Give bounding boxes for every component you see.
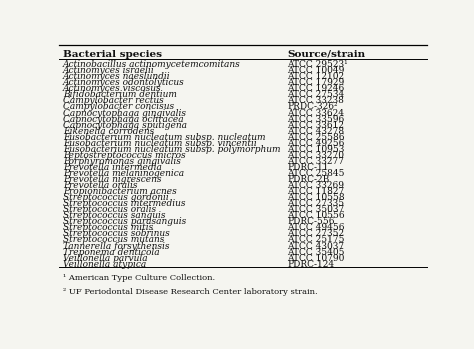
Text: ATCC 33612: ATCC 33612	[287, 121, 344, 129]
Text: Actinomyces israelii: Actinomyces israelii	[63, 66, 155, 75]
Text: Actinomyces naeslundii: Actinomyces naeslundii	[63, 72, 171, 81]
Text: Streptococcus sobrinus: Streptococcus sobrinus	[63, 229, 170, 238]
Text: Tannerella forsythensis: Tannerella forsythensis	[63, 242, 169, 251]
Text: PDRC-11: PDRC-11	[287, 163, 328, 172]
Text: Campylobacter concisus: Campylobacter concisus	[63, 103, 174, 111]
Text: Capnocytophaga gingivalis: Capnocytophaga gingivalis	[63, 109, 186, 118]
Text: ATCC 19246: ATCC 19246	[287, 84, 344, 93]
Text: Prevotella intermedia: Prevotella intermedia	[63, 163, 162, 172]
Text: Eikenella corrodens: Eikenella corrodens	[63, 127, 154, 136]
Text: Prevotella oralis: Prevotella oralis	[63, 181, 137, 190]
Text: ATCC 10556: ATCC 10556	[287, 211, 345, 220]
Text: ATCC 10049: ATCC 10049	[287, 66, 345, 75]
Text: PDRC-2B: PDRC-2B	[287, 175, 329, 184]
Text: Streptococcus intermedius: Streptococcus intermedius	[63, 199, 185, 208]
Text: ATCC 27335: ATCC 27335	[287, 199, 344, 208]
Text: Peptostreptococcus micros: Peptostreptococcus micros	[63, 151, 185, 160]
Text: ATCC 49456: ATCC 49456	[287, 223, 345, 232]
Text: ATCC 27352: ATCC 27352	[287, 229, 344, 238]
Text: ATCC 10953: ATCC 10953	[287, 145, 345, 154]
Text: ATCC 43037: ATCC 43037	[287, 242, 344, 251]
Text: ATCC 33270: ATCC 33270	[287, 151, 344, 160]
Text: Fusobacterium nucleatum subsp. polymorphum: Fusobacterium nucleatum subsp. polymorph…	[63, 145, 281, 154]
Text: Bifidobacterium dentium: Bifidobacterium dentium	[63, 90, 177, 99]
Text: ATCC 35405: ATCC 35405	[287, 247, 345, 257]
Text: PDRC-556: PDRC-556	[287, 217, 335, 227]
Text: Bacterial species: Bacterial species	[63, 50, 162, 59]
Text: Capnocytophaga ochracea: Capnocytophaga ochracea	[63, 114, 183, 124]
Text: Fusobacterium nucleatum subsp. vincentii: Fusobacterium nucleatum subsp. vincentii	[63, 139, 257, 148]
Text: Fusobacterium nucleatum subsp. nucleatum: Fusobacterium nucleatum subsp. nucleatum	[63, 133, 265, 142]
Text: PDRC-124: PDRC-124	[287, 260, 334, 269]
Text: ATCC 17929: ATCC 17929	[287, 78, 344, 87]
Text: PRDC-326²: PRDC-326²	[287, 103, 337, 111]
Text: Streptococcus gordonii: Streptococcus gordonii	[63, 193, 169, 202]
Text: Actinobacillus actinomycetemcomitans: Actinobacillus actinomycetemcomitans	[63, 60, 241, 69]
Text: Capnocytophaga sputigena: Capnocytophaga sputigena	[63, 121, 187, 129]
Text: ATCC 25586: ATCC 25586	[287, 133, 345, 142]
Text: Actinomyces viscosus: Actinomyces viscosus	[63, 84, 162, 93]
Text: ATCC 33596: ATCC 33596	[287, 114, 344, 124]
Text: Prevotella melaninogenica: Prevotella melaninogenica	[63, 169, 184, 178]
Text: Veillonella parvula: Veillonella parvula	[63, 254, 147, 263]
Text: ATCC 29523¹: ATCC 29523¹	[287, 60, 347, 69]
Text: Streptococcus mutans: Streptococcus mutans	[63, 236, 164, 245]
Text: Streptococcus parasanguis: Streptococcus parasanguis	[63, 217, 186, 227]
Text: ATCC 12102: ATCC 12102	[287, 72, 344, 81]
Text: ² UF Periodontal Disease Research Center laboratory strain.: ² UF Periodontal Disease Research Center…	[63, 288, 318, 296]
Text: ATCC 25175: ATCC 25175	[287, 236, 345, 245]
Text: Prevotella nigrescens: Prevotella nigrescens	[63, 175, 162, 184]
Text: ATCC 35037: ATCC 35037	[287, 205, 344, 214]
Text: ATCC 49256: ATCC 49256	[287, 139, 345, 148]
Text: ATCC 11827: ATCC 11827	[287, 187, 344, 196]
Text: Campylobacter rectus: Campylobacter rectus	[63, 96, 164, 105]
Text: Treponema denticola: Treponema denticola	[63, 247, 160, 257]
Text: Source/strain: Source/strain	[287, 50, 365, 59]
Text: Actinomyces odontolyticus: Actinomyces odontolyticus	[63, 78, 185, 87]
Text: Propionibacterium acnes: Propionibacterium acnes	[63, 187, 177, 196]
Text: Veillonella atypica: Veillonella atypica	[63, 260, 146, 269]
Text: ¹ American Type Culture Collection.: ¹ American Type Culture Collection.	[63, 274, 215, 282]
Text: ATCC 33624: ATCC 33624	[287, 109, 344, 118]
Text: ATCC 33277: ATCC 33277	[287, 157, 344, 166]
Text: ATCC 25845: ATCC 25845	[287, 169, 345, 178]
Text: Streptococcus mitis: Streptococcus mitis	[63, 223, 153, 232]
Text: Porphyromonas gingivalis: Porphyromonas gingivalis	[63, 157, 181, 166]
Text: ATCC 10790: ATCC 10790	[287, 254, 345, 263]
Text: ATCC 33238: ATCC 33238	[287, 96, 344, 105]
Text: Streptococcus sanguis: Streptococcus sanguis	[63, 211, 165, 220]
Text: ATCC 10558: ATCC 10558	[287, 193, 345, 202]
Text: ATCC 43278: ATCC 43278	[287, 127, 344, 136]
Text: ATCC 33269: ATCC 33269	[287, 181, 344, 190]
Text: Streptococcus oralis: Streptococcus oralis	[63, 205, 156, 214]
Text: ATCC 27534: ATCC 27534	[287, 90, 344, 99]
